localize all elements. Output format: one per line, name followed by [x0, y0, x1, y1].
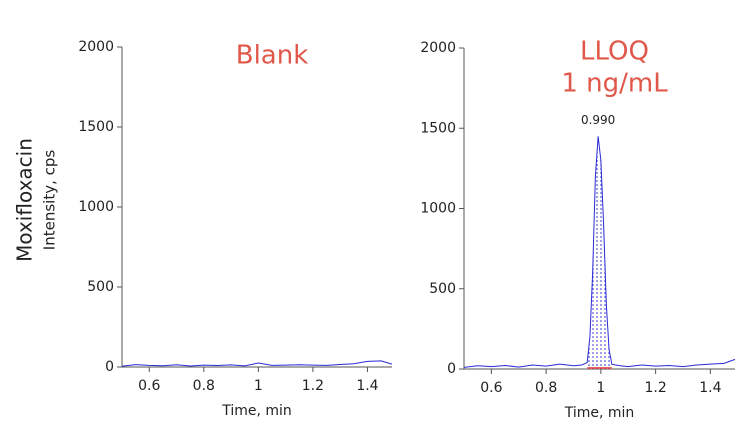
x-tick-label: 1.4: [356, 378, 378, 394]
y-axis-title: Moxifloxacin: [13, 138, 37, 262]
y-tick-label: 1500: [420, 120, 456, 136]
x-tick-label: 0.6: [138, 378, 160, 394]
line: [121, 360, 393, 367]
x-tick-label: 1.2: [302, 378, 324, 394]
chart-title: LLOQ: [580, 37, 649, 67]
chart-title: Blank: [236, 41, 309, 71]
y-tick-label: 500: [429, 281, 456, 297]
y-tick-label: 0: [105, 359, 114, 375]
y-tick-label: 2000: [78, 39, 114, 55]
chart-subtitle: 1 ng/mL: [561, 69, 668, 99]
x-axis-label: Time, min: [564, 405, 635, 421]
y-tick-label: 0: [447, 361, 456, 377]
line: [463, 136, 736, 368]
peak-area: [587, 136, 612, 369]
x-tick-label: 1: [596, 380, 605, 396]
y-tick-label: 2000: [420, 40, 456, 56]
x-tick-label: 0.8: [535, 380, 557, 396]
y-tick-label: 1000: [420, 201, 456, 217]
x-tick-label: 1: [254, 378, 263, 394]
y-tick-label: 500: [87, 279, 114, 295]
x-tick-label: 1.2: [644, 380, 666, 396]
x-tick-label: 0.6: [480, 380, 502, 396]
x-axis-label: Time, min: [221, 403, 292, 419]
x-tick-label: 0.8: [193, 378, 215, 394]
x-tick-label: 1.4: [699, 380, 721, 396]
y-tick-label: 1500: [78, 119, 114, 135]
y-axis-label: Intensity, cps: [41, 150, 59, 251]
peak-label: 0.990: [581, 113, 615, 127]
y-tick-label: 1000: [78, 199, 114, 215]
